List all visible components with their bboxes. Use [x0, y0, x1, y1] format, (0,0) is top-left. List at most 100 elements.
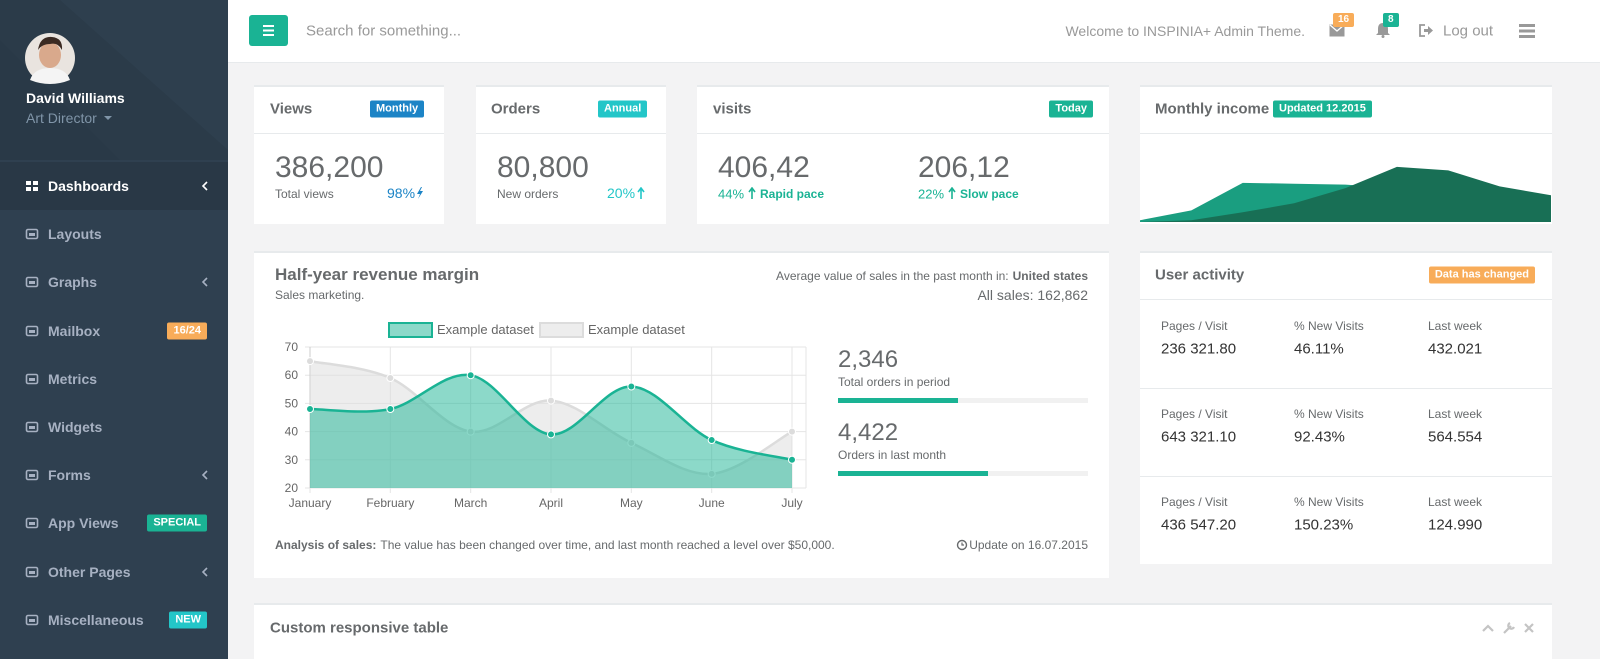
mail-icon[interactable] — [1329, 24, 1345, 37]
stat-caption: Rapid pace — [760, 187, 825, 201]
stat-caption: % New Visits — [1294, 495, 1364, 509]
search-input[interactable]: Search for something... — [306, 22, 462, 40]
region-text: Average value of sales in the past month… — [776, 269, 1009, 283]
alerts-count: 8 — [1383, 13, 1399, 27]
stat-caption: Pages / Visit — [1161, 495, 1228, 509]
menu-icon — [25, 373, 39, 385]
bolt-icon — [417, 187, 423, 199]
region-name: United states — [1012, 269, 1088, 283]
menu-item[interactable]: Forms — [48, 467, 91, 484]
label: Annual — [598, 100, 648, 118]
data-point — [386, 374, 395, 383]
data-point — [547, 430, 555, 439]
data-point — [466, 371, 475, 380]
stat-caption: Pages / Visit — [1161, 319, 1228, 333]
activity-value: 236 321.80 — [1161, 340, 1237, 358]
divider — [1140, 299, 1552, 300]
profile-header — [0, 0, 228, 160]
x-tick-label: January — [289, 496, 332, 510]
menu-icon — [26, 181, 38, 191]
activity-value: 564.554 — [1428, 428, 1483, 446]
stat-value: 80,800 — [497, 151, 589, 184]
income-area — [1140, 166, 1551, 222]
data-point — [547, 396, 555, 405]
y-tick-label: 70 — [285, 340, 299, 354]
menu-item[interactable]: App Views — [48, 515, 119, 532]
config-icon[interactable] — [1503, 622, 1515, 634]
activity-value: 92.43% — [1294, 428, 1345, 446]
stat-caption: Sales marketing. — [275, 288, 365, 302]
label: Monthly — [370, 100, 425, 118]
menu-item[interactable]: Mailbox — [48, 322, 101, 339]
label: Today — [1049, 100, 1093, 118]
logout-icon[interactable] — [1419, 24, 1434, 37]
menu-item[interactable]: Layouts — [48, 226, 102, 243]
stat-caption: 98% — [387, 185, 416, 201]
data-point — [627, 382, 636, 391]
right-sidebar-toggle[interactable] — [1519, 24, 1535, 38]
menu-badge: NEW — [169, 611, 207, 629]
stat-value: 2,346 — [838, 346, 899, 373]
menu-icon — [25, 614, 39, 626]
menu-icon — [25, 469, 39, 481]
menu-badge: SPECIAL — [147, 514, 207, 532]
menu-item[interactable]: Graphs — [48, 274, 98, 291]
activity-value: 46.11% — [1294, 340, 1344, 358]
stat-value: 386,200 — [275, 151, 384, 184]
total-sales: All sales: 162,862 — [977, 287, 1088, 303]
series-area — [310, 374, 792, 488]
menu-icon — [25, 228, 39, 240]
views-title: Views — [270, 100, 313, 118]
chevron — [201, 277, 208, 287]
stat-caption: % New Visits — [1294, 407, 1364, 421]
profile-role: Art Director — [26, 110, 97, 126]
update-date: Update on 16.07.2015 — [969, 538, 1088, 552]
divider — [1140, 133, 1552, 134]
collapse-icon[interactable] — [1482, 624, 1494, 632]
logout-link[interactable]: Log out — [1443, 22, 1494, 40]
stat-caption: Total orders in period — [838, 375, 951, 389]
activity-value: 432.021 — [1428, 340, 1483, 358]
menu-item[interactable]: Metrics — [48, 370, 98, 387]
data-point — [788, 427, 796, 436]
stat-value: 206,12 — [918, 151, 1010, 184]
chevron — [201, 567, 208, 577]
menu-toggle[interactable] — [249, 15, 288, 46]
menu-item[interactable]: Dashboards — [48, 178, 129, 194]
data-point — [707, 436, 716, 445]
label: Updated 12.2015 — [1273, 100, 1372, 118]
data-point — [306, 357, 314, 366]
stat-caption: Total views — [275, 187, 334, 201]
stat-caption: New orders — [497, 187, 559, 201]
legend-label: Example dataset — [588, 322, 685, 337]
table-title: Custom responsive table — [270, 619, 449, 637]
menu-item[interactable]: Other Pages — [48, 563, 131, 580]
stat-caption: Last week — [1428, 319, 1483, 333]
progress-bar — [838, 471, 988, 476]
y-tick-label: 30 — [285, 453, 299, 467]
clock-icon — [956, 539, 968, 551]
welcome-message: Welcome to INSPINIA+ Admin Theme. — [1065, 23, 1305, 39]
footer-note: Analysis of sales: The value has been cha… — [275, 538, 835, 552]
label: Data has changed — [1428, 266, 1535, 284]
y-tick-label: 20 — [285, 481, 299, 495]
stat-caption: 20% — [607, 185, 636, 201]
divider — [254, 133, 444, 134]
data-point — [788, 455, 796, 464]
menu-item[interactable]: Widgets — [48, 419, 103, 435]
stat-caption: Last week — [1428, 407, 1483, 421]
orders-title: Orders — [491, 100, 541, 118]
menu-item[interactable]: Miscellaneous — [48, 611, 144, 628]
divider — [1140, 388, 1552, 389]
divider — [697, 133, 1109, 134]
y-tick-label: 60 — [285, 368, 299, 382]
divider — [476, 133, 666, 134]
menu-icon — [25, 277, 39, 288]
x-tick-label: February — [366, 496, 414, 510]
stat-caption: Slow pace — [960, 187, 1019, 201]
activity-value: 643 321.10 — [1161, 428, 1237, 446]
close-icon[interactable] — [1524, 623, 1534, 633]
data-point — [306, 405, 314, 414]
topbar — [228, 0, 1600, 63]
activity-value: 124.990 — [1428, 516, 1483, 534]
